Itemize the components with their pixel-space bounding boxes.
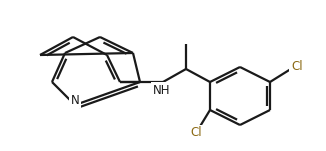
Text: Cl: Cl — [291, 61, 303, 74]
Text: NH: NH — [153, 84, 171, 96]
Text: N: N — [71, 93, 79, 106]
Text: Cl: Cl — [190, 127, 202, 140]
